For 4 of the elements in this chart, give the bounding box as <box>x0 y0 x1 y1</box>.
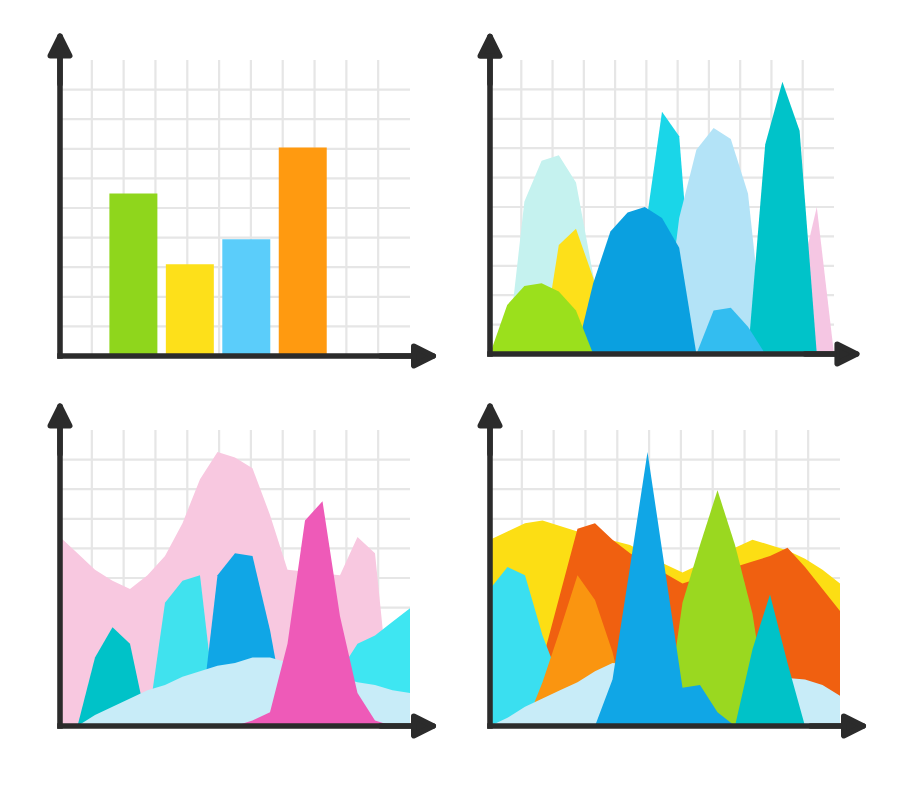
bar <box>222 239 271 356</box>
bar <box>278 147 327 356</box>
bar <box>165 264 214 356</box>
bar <box>109 193 158 356</box>
